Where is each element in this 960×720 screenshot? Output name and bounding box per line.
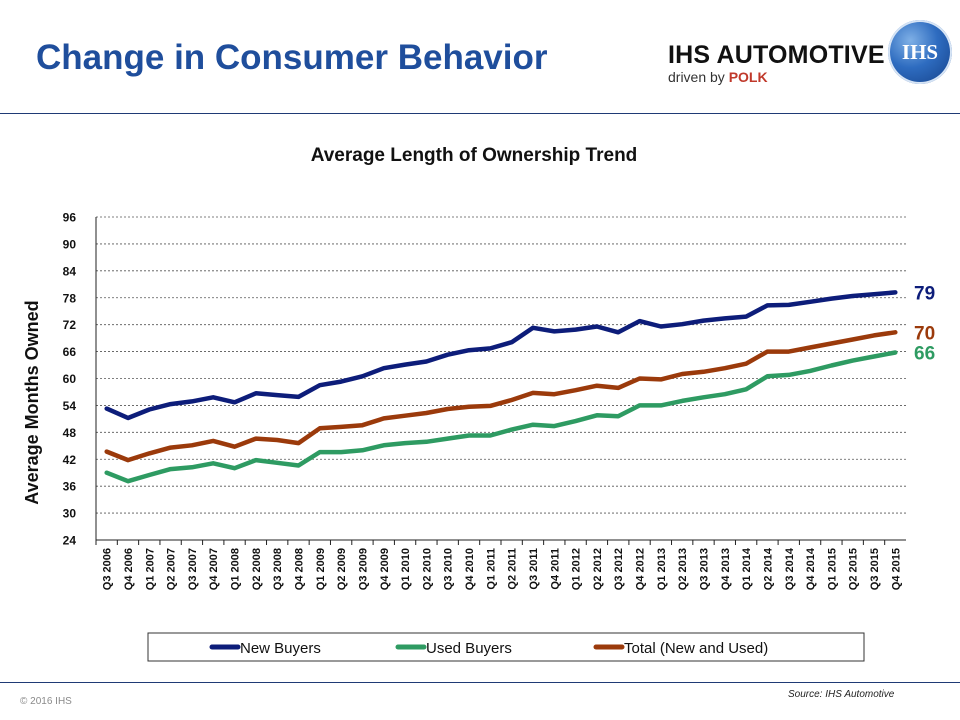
footer-divider <box>0 682 960 683</box>
x-tick-label: Q3 2010 <box>443 548 455 590</box>
x-tick-label: Q3 2007 <box>187 548 199 590</box>
brand-tagline-polk: POLK <box>728 69 768 85</box>
source-note: Source: IHS Automotive <box>788 689 895 700</box>
y-tick-label: 30 <box>63 507 77 521</box>
x-tick-label: Q1 2010 <box>400 548 412 590</box>
x-tick-label: Q1 2012 <box>571 548 583 590</box>
x-tick-label: Q4 2008 <box>294 548 306 590</box>
ihs-globe-icon: IHS <box>888 20 952 84</box>
x-tick-label: Q3 2009 <box>357 548 369 590</box>
ihs-automotive-logo: IHS AUTOMOTIVE driven by POLK <box>668 42 885 86</box>
series-end-label: 66 <box>914 343 935 364</box>
y-tick-label: 96 <box>63 211 77 225</box>
series-line-used-buyers <box>104 350 898 484</box>
y-axis-title: Average Months Owned <box>22 300 42 504</box>
series-end-label: 79 <box>914 283 935 304</box>
header-divider <box>0 113 960 114</box>
x-tick-label: Q1 2008 <box>230 548 242 590</box>
x-tick-label: Q4 2013 <box>720 548 732 590</box>
x-tick-label: Q2 2009 <box>336 548 348 590</box>
y-tick-label: 54 <box>63 399 77 413</box>
y-tick-label: 66 <box>63 345 77 359</box>
x-tick-label: Q4 2014 <box>805 547 817 590</box>
y-tick-label: 78 <box>63 291 77 305</box>
legend-label: Total (New and Used) <box>624 640 768 657</box>
x-tick-label: Q3 2006 <box>102 548 114 590</box>
x-tick-label: Q1 2011 <box>485 548 497 590</box>
brand-tagline-prefix: driven by <box>668 69 729 85</box>
ownership-line-chart: Average Length of Ownership Trend 24 30 36 4… <box>22 145 935 662</box>
slide-title: Change in Consumer Behavior <box>36 38 548 77</box>
x-tick-label: Q4 2007 <box>208 548 220 590</box>
y-tick-label: 48 <box>63 426 77 440</box>
x-tick-label: Q2 2013 <box>677 548 689 590</box>
x-tick-label: Q3 2013 <box>699 548 711 590</box>
legend-label: New Buyers <box>240 640 321 657</box>
x-tick-label: Q2 2014 <box>762 547 774 590</box>
legend-label: Used Buyers <box>426 640 512 657</box>
x-tick-label: Q3 2015 <box>869 548 881 590</box>
x-tick-label: Q2 2007 <box>166 548 178 590</box>
copyright-text: © 2016 IHS <box>20 696 72 707</box>
y-tick-label: 84 <box>63 264 77 278</box>
x-tick-label: Q2 2012 <box>592 548 604 590</box>
x-tick-label: Q4 2006 <box>123 548 135 590</box>
series-end-label: 70 <box>914 323 935 344</box>
x-tick-label: Q1 2015 <box>826 548 838 590</box>
x-tick-label: Q4 2009 <box>379 548 391 590</box>
x-tick-label: Q3 2014 <box>784 547 796 590</box>
brand-tagline: driven by POLK <box>668 68 885 86</box>
x-tick-label: Q4 2012 <box>635 548 647 590</box>
x-tick-label: Q2 2008 <box>251 548 263 590</box>
y-tick-label: 72 <box>63 318 77 332</box>
x-tick-label: Q1 2014 <box>741 547 753 590</box>
x-tick-label: Q3 2012 <box>613 548 625 590</box>
x-tick-label: Q1 2013 <box>656 548 668 590</box>
x-tick-label: Q1 2009 <box>315 548 327 590</box>
y-tick-label: 60 <box>63 372 77 386</box>
y-tick-label: 90 <box>63 237 77 251</box>
x-tick-label: Q3 2011 <box>528 548 540 590</box>
x-tick-label: Q4 2015 <box>890 548 902 590</box>
series-line-new-buyers <box>104 290 898 421</box>
globe-logo-text: IHS <box>901 39 939 64</box>
x-tick-label: Q1 2007 <box>144 548 156 590</box>
y-tick-label: 24 <box>63 534 77 548</box>
x-tick-label: Q2 2011 <box>507 548 519 590</box>
chart-title: Average Length of Ownership Trend <box>311 145 638 166</box>
brand-name: IHS AUTOMOTIVE <box>668 41 885 69</box>
x-tick-label: Q3 2008 <box>272 548 284 590</box>
series-line-total-new-and-used <box>104 330 898 463</box>
y-tick-label: 42 <box>63 453 77 467</box>
x-tick-label: Q4 2011 <box>549 548 561 590</box>
legend-box <box>147 632 865 662</box>
x-tick-label: Q2 2010 <box>421 548 433 590</box>
x-tick-label: Q4 2010 <box>464 548 476 590</box>
x-tick-label: Q2 2015 <box>848 548 860 590</box>
y-tick-label: 36 <box>63 480 77 494</box>
